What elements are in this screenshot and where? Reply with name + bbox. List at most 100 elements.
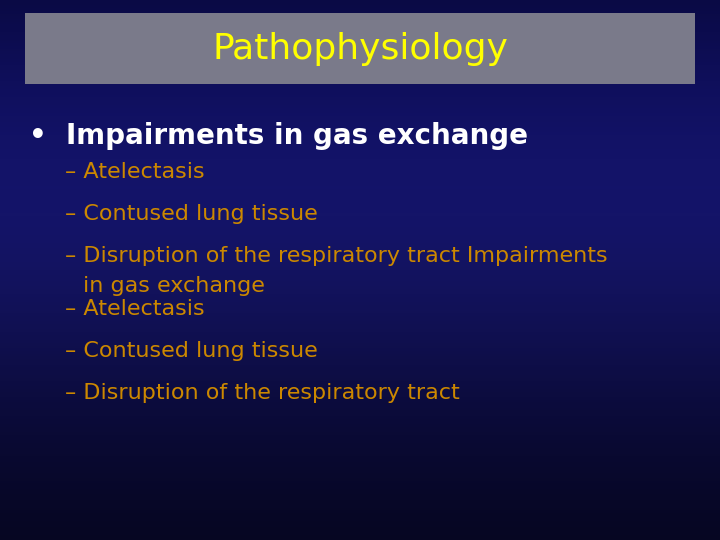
Bar xyxy=(0,94,720,97)
Bar xyxy=(0,89,720,92)
Bar xyxy=(0,297,720,300)
Bar xyxy=(0,535,720,537)
Bar xyxy=(0,3,720,5)
Bar xyxy=(0,68,720,70)
Bar xyxy=(0,240,720,243)
Bar xyxy=(0,138,720,140)
Bar xyxy=(0,65,720,68)
Bar xyxy=(0,324,720,327)
Bar xyxy=(0,205,720,208)
Bar xyxy=(0,397,720,400)
Bar xyxy=(0,305,720,308)
Bar xyxy=(0,265,720,267)
Bar xyxy=(0,308,720,310)
Bar xyxy=(0,116,720,119)
Bar xyxy=(0,213,720,216)
Bar xyxy=(0,486,720,489)
Bar xyxy=(0,327,720,329)
Bar xyxy=(0,435,720,437)
Bar xyxy=(0,173,720,176)
Bar xyxy=(0,162,720,165)
Bar xyxy=(0,267,720,270)
Bar xyxy=(0,416,720,418)
Bar xyxy=(0,181,720,184)
Bar xyxy=(0,448,720,451)
Bar xyxy=(0,248,720,251)
Bar xyxy=(0,518,720,521)
Bar xyxy=(0,532,720,535)
Bar xyxy=(0,284,720,286)
Bar xyxy=(0,216,720,219)
Bar xyxy=(0,78,720,81)
Bar xyxy=(0,529,720,532)
Bar xyxy=(0,108,720,111)
Bar xyxy=(0,127,720,130)
Bar xyxy=(0,418,720,421)
Bar xyxy=(0,338,720,340)
Bar xyxy=(0,230,720,232)
Bar xyxy=(0,235,720,238)
Bar xyxy=(0,389,720,392)
Bar xyxy=(0,319,720,321)
Bar xyxy=(0,219,720,221)
Bar xyxy=(0,24,720,27)
Bar xyxy=(0,464,720,467)
Bar xyxy=(0,227,720,229)
Bar xyxy=(0,92,720,94)
Bar xyxy=(0,427,720,429)
Bar xyxy=(0,197,720,200)
Bar xyxy=(0,49,720,51)
Bar xyxy=(0,348,720,351)
Bar xyxy=(0,194,720,197)
Bar xyxy=(0,526,720,529)
Text: – Disruption of the respiratory tract: – Disruption of the respiratory tract xyxy=(65,383,459,403)
Bar xyxy=(0,243,720,246)
Bar xyxy=(0,200,720,202)
Bar xyxy=(0,410,720,413)
Bar xyxy=(0,84,720,86)
Bar xyxy=(0,367,720,370)
Bar xyxy=(0,186,720,189)
Bar xyxy=(0,97,720,100)
Bar xyxy=(0,413,720,416)
Bar xyxy=(0,62,720,65)
Bar xyxy=(0,57,720,59)
Bar xyxy=(0,502,720,505)
Bar xyxy=(0,224,720,227)
Bar xyxy=(0,254,720,256)
Bar xyxy=(0,40,720,43)
Bar xyxy=(0,467,720,470)
Bar xyxy=(0,232,720,235)
Bar xyxy=(0,100,720,103)
Bar xyxy=(0,472,720,475)
Bar xyxy=(0,270,720,273)
Bar xyxy=(0,278,720,281)
Bar xyxy=(0,332,720,335)
Bar xyxy=(0,491,720,494)
Bar xyxy=(0,500,720,502)
Bar xyxy=(0,130,720,132)
Text: in gas exchange: in gas exchange xyxy=(83,276,265,296)
Bar xyxy=(0,189,720,192)
Bar xyxy=(0,386,720,389)
Bar xyxy=(0,302,720,305)
Bar xyxy=(0,321,720,324)
Bar xyxy=(0,400,720,402)
Bar xyxy=(0,313,720,316)
Bar xyxy=(0,524,720,526)
Bar xyxy=(0,16,720,19)
Text: – Atelectasis: – Atelectasis xyxy=(65,162,204,182)
Bar xyxy=(0,392,720,394)
Bar xyxy=(0,513,720,516)
Bar xyxy=(0,73,720,76)
Bar xyxy=(0,51,720,54)
Bar xyxy=(0,489,720,491)
Bar xyxy=(0,405,720,408)
Bar xyxy=(0,275,720,278)
Bar xyxy=(0,5,720,8)
Bar xyxy=(0,103,720,105)
Bar xyxy=(0,443,720,445)
Bar xyxy=(0,281,720,284)
Bar xyxy=(0,440,720,443)
Bar xyxy=(0,11,720,14)
